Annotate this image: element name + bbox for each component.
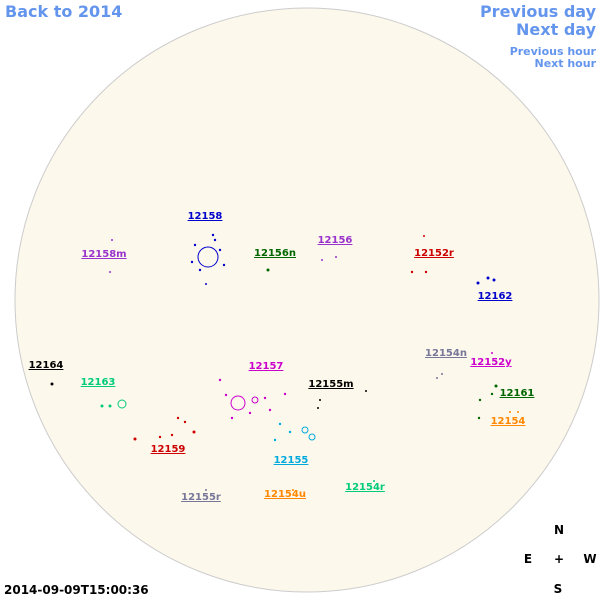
next-day-link[interactable]: Next day (516, 20, 596, 39)
sunspot (335, 256, 337, 258)
sunspot (111, 239, 113, 241)
sunspot (491, 352, 493, 354)
sunspot (218, 378, 222, 382)
sunspot (365, 390, 367, 392)
sunspot (50, 382, 54, 386)
compass-north: N (553, 523, 565, 537)
sunspot (292, 489, 294, 491)
region-label[interactable]: 12162 (477, 291, 513, 302)
region-label[interactable]: 12152r (414, 248, 454, 259)
region-label[interactable]: 12156n (254, 248, 296, 259)
compass-west: W (583, 552, 597, 566)
sunspot (494, 384, 498, 388)
sunspot (317, 407, 319, 409)
back-link[interactable]: Back to 2014 (5, 2, 123, 21)
region-label[interactable]: 12155m (308, 379, 354, 390)
next-hour-link[interactable]: Next hour (534, 57, 597, 70)
sunspot (373, 480, 375, 482)
region-label[interactable]: 12152y (470, 357, 512, 368)
sunspot (183, 420, 187, 424)
sunspot (230, 395, 246, 411)
sunspot (263, 396, 267, 400)
sunspot (213, 238, 217, 242)
sunspot (423, 235, 425, 237)
previous-day-link[interactable]: Previous day (479, 2, 596, 21)
sunspot (230, 416, 234, 420)
timestamp: 2014-09-09T15:00:36 (4, 583, 149, 597)
sunspot (224, 393, 228, 397)
sunspot (319, 399, 321, 401)
region-label[interactable]: 12161 (499, 388, 535, 399)
region-label[interactable]: 12163 (80, 377, 116, 388)
compass-east: E (523, 552, 533, 566)
region-label[interactable]: 12158m (81, 249, 127, 260)
compass-center: + (553, 552, 565, 566)
sunspot (301, 426, 309, 434)
sunspot (197, 246, 219, 268)
region-label[interactable]: 12156 (317, 235, 353, 246)
sunspot (205, 489, 207, 491)
sunspot (198, 268, 202, 272)
sunspot (517, 411, 519, 413)
sunspot (158, 435, 162, 439)
sunspot (278, 422, 282, 426)
sunspot (509, 411, 511, 413)
sunspot (288, 430, 292, 434)
region-label[interactable]: 12154n (425, 348, 467, 359)
sunspot (100, 404, 104, 408)
region-label[interactable]: 12154r (345, 482, 385, 493)
sunspot (109, 271, 111, 273)
sunspot (268, 408, 272, 412)
sunspot (211, 233, 215, 237)
sunspot (441, 373, 443, 375)
sunspot (176, 416, 180, 420)
sunspot (192, 430, 196, 434)
sunspot (283, 392, 287, 396)
spots (50, 233, 519, 491)
sunspot (108, 404, 112, 408)
solar-disk (14, 7, 600, 593)
sunspot (248, 411, 252, 415)
compass-south: S (553, 582, 563, 596)
sunspot (266, 268, 270, 272)
sunspot (478, 398, 482, 402)
sunspot (218, 248, 222, 252)
sunspot (321, 259, 323, 261)
sunspot (273, 438, 277, 442)
sunspot (436, 377, 438, 379)
sunspot (205, 283, 207, 285)
region-label[interactable]: 12158 (187, 211, 223, 222)
sunspot (424, 270, 428, 274)
sunspot (490, 392, 494, 396)
sunspot (193, 243, 197, 247)
sunspot (477, 416, 481, 420)
previous-hour-link[interactable]: Previous hour (509, 45, 596, 58)
sunspot (486, 276, 490, 280)
sunspot (251, 396, 259, 404)
sunspot (133, 437, 137, 441)
region-label[interactable]: 12154 (490, 416, 526, 427)
sunspot (410, 270, 414, 274)
region-label[interactable]: 12157 (248, 361, 284, 372)
region-label[interactable]: 12155 (273, 455, 309, 466)
sunspot (476, 281, 480, 285)
sunspot (117, 399, 127, 409)
region-label[interactable]: 12155r (181, 492, 221, 503)
sunspot (308, 433, 316, 441)
region-label[interactable]: 12159 (150, 444, 186, 455)
sunspot (222, 263, 226, 267)
sunspot (170, 433, 174, 437)
sunspot (190, 260, 194, 264)
region-label[interactable]: 12154u (264, 489, 306, 500)
region-label[interactable]: 12164 (28, 360, 64, 371)
sunspot (492, 278, 496, 282)
